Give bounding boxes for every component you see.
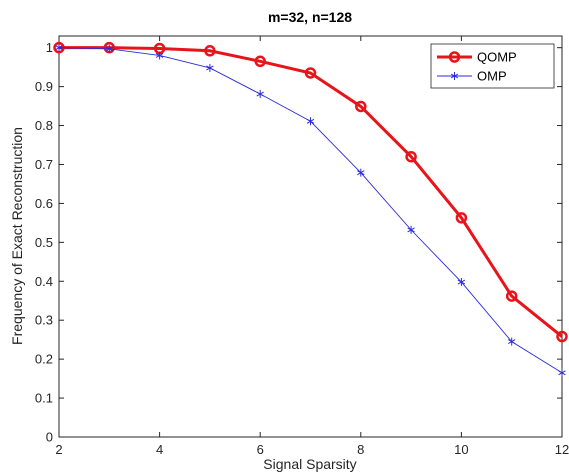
data-point-omp-10: [558, 368, 566, 377]
data-point-omp-0: [55, 43, 63, 52]
x-tick-label-1: 4: [156, 442, 163, 457]
data-point-omp-4: [256, 90, 264, 99]
data-point-qomp-4: [254, 55, 266, 68]
y-tick-label-8: 0.8: [35, 118, 53, 133]
y-tick-label-3: 0.3: [35, 313, 53, 328]
y-axis-label: Frequency of Exact Reconstruction: [9, 127, 25, 345]
series-omp: [55, 43, 566, 377]
plot-area: [58, 35, 563, 438]
data-point-qomp-7: [405, 150, 417, 163]
y-tick-label-5: 0.5: [35, 235, 53, 250]
series-layer: [53, 41, 568, 377]
x-tick-label-4: 10: [454, 442, 468, 457]
legend: QOMP OMP: [430, 43, 555, 89]
legend-marker-omp: [450, 72, 459, 80]
data-point-qomp-10: [556, 330, 568, 343]
series-qomp: [53, 41, 568, 343]
y-tick-label-1: 0.1: [35, 391, 53, 406]
legend-marker-qomp: [448, 51, 461, 63]
data-point-omp-1: [105, 44, 114, 53]
data-point-omp-6: [357, 168, 365, 177]
x-tick-label-3: 8: [357, 442, 364, 457]
y-tick-label-9: 0.9: [35, 79, 53, 94]
y-tick-label-7: 0.7: [35, 157, 53, 172]
data-point-omp-9: [507, 337, 516, 346]
legend-entries: QOMP OMP: [437, 50, 517, 84]
legend-entry-omp: OMP: [437, 69, 507, 84]
data-point-omp-8: [457, 278, 466, 287]
data-point-qomp-5: [304, 67, 317, 79]
legend-label-omp: OMP: [477, 69, 507, 84]
data-point-qomp-3: [204, 45, 216, 57]
legend-label-qomp: QOMP: [477, 50, 517, 65]
y-tick-label-10: 1: [46, 40, 53, 55]
series-line-qomp: [59, 46, 563, 338]
data-point-qomp-8: [455, 212, 468, 224]
data-point-omp-2: [155, 51, 164, 60]
y-tick-label-0: 0: [46, 430, 53, 445]
legend-box: [430, 43, 555, 89]
data-point-omp-5: [306, 117, 315, 126]
data-point-qomp-9: [505, 290, 518, 302]
chart-title: m=32, n=128: [268, 9, 352, 25]
data-point-omp-7: [407, 225, 415, 234]
y-tick-label-6: 0.6: [35, 196, 53, 211]
data-point-omp-3: [206, 63, 214, 72]
x-tick-label-2: 6: [257, 442, 264, 457]
y-tick-label-4: 0.4: [35, 274, 53, 289]
x-axis-label: Signal Sparsity: [263, 456, 356, 472]
x-tick-label-5: 12: [555, 442, 569, 457]
x-tick-label-0: 2: [55, 442, 62, 457]
data-point-qomp-6: [355, 100, 367, 113]
legend-entry-qomp: QOMP: [437, 50, 517, 65]
axis-ticks: 2 4 6 8 10 12 0 0.1 0.2 0.3 0.4 0.5 0.6 0.7 0.8 0.9 1: [35, 36, 569, 457]
y-tick-label-2: 0.2: [35, 352, 53, 367]
